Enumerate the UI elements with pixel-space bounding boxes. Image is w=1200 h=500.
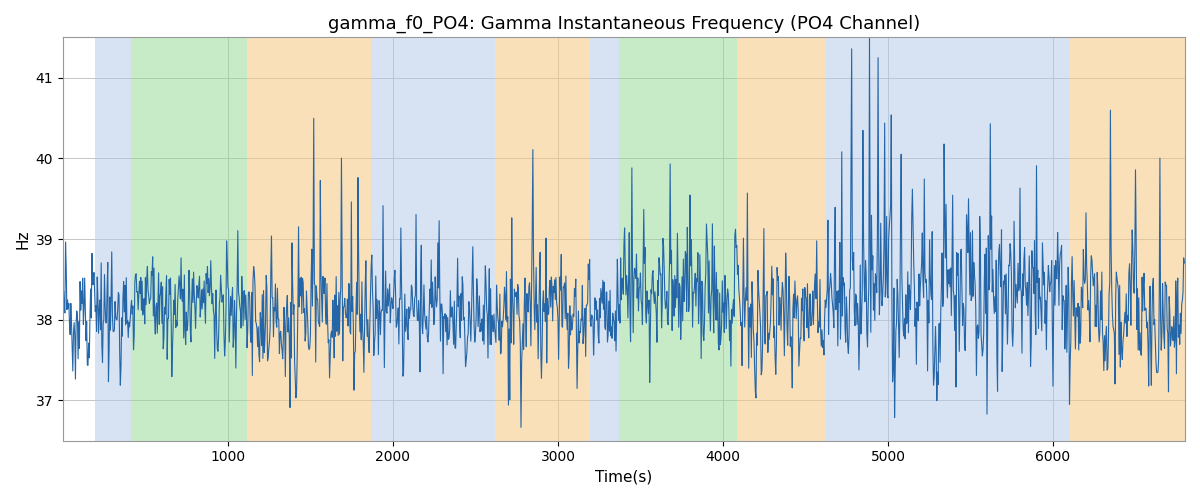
Bar [826, 38, 1069, 440]
Bar [95, 38, 131, 440]
Bar [131, 38, 247, 440]
Y-axis label: Hz: Hz [16, 230, 30, 249]
Bar [619, 38, 737, 440]
Bar [737, 38, 826, 440]
Bar [590, 38, 619, 440]
X-axis label: Time(s): Time(s) [595, 470, 653, 485]
Bar [247, 38, 372, 440]
Bar [372, 38, 496, 440]
Bar [1069, 38, 1184, 440]
Title: gamma_f0_PO4: Gamma Instantaneous Frequency (PO4 Channel): gamma_f0_PO4: Gamma Instantaneous Freque… [328, 15, 920, 34]
Bar [496, 38, 590, 440]
